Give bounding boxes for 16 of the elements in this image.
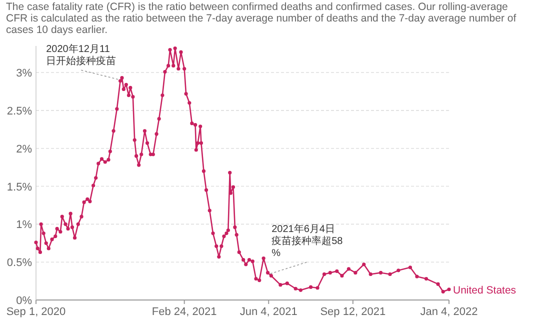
annotation: 2020年12月11日开始接种疫苗 bbox=[46, 43, 116, 68]
x-tick-label: Jan 4, 2022 bbox=[420, 306, 478, 318]
y-tick-label: 2.5% bbox=[6, 105, 32, 118]
x-tick-label: Feb 24, 2021 bbox=[152, 306, 217, 318]
chart-subtitle: The case fatality rate (CFR) is the ratio between confirmed deaths and confirmed cases. Our rolling-average CFR is calculated as the ratio between the 7-day average number of deaths and the 7-day average number of cases 10 days earlier. bbox=[6, 1, 516, 36]
y-tick-label: 2% bbox=[16, 143, 32, 156]
annotation: 2021年6月4日疫苗接种率超58% bbox=[272, 223, 344, 260]
x-tick-label: Sep 1, 2020 bbox=[6, 306, 66, 318]
y-tick-label: 0.5% bbox=[6, 257, 32, 270]
x-tick-label: Sep 12, 2021 bbox=[320, 306, 386, 318]
series-label: United States bbox=[453, 284, 516, 296]
x-tick-label: Jun 4, 2021 bbox=[240, 306, 298, 318]
y-tick-label: 3% bbox=[16, 68, 32, 80]
y-tick-label: 1.5% bbox=[6, 181, 32, 194]
y-tick-label: 0% bbox=[16, 295, 32, 307]
y-tick-label: 1% bbox=[16, 219, 32, 232]
